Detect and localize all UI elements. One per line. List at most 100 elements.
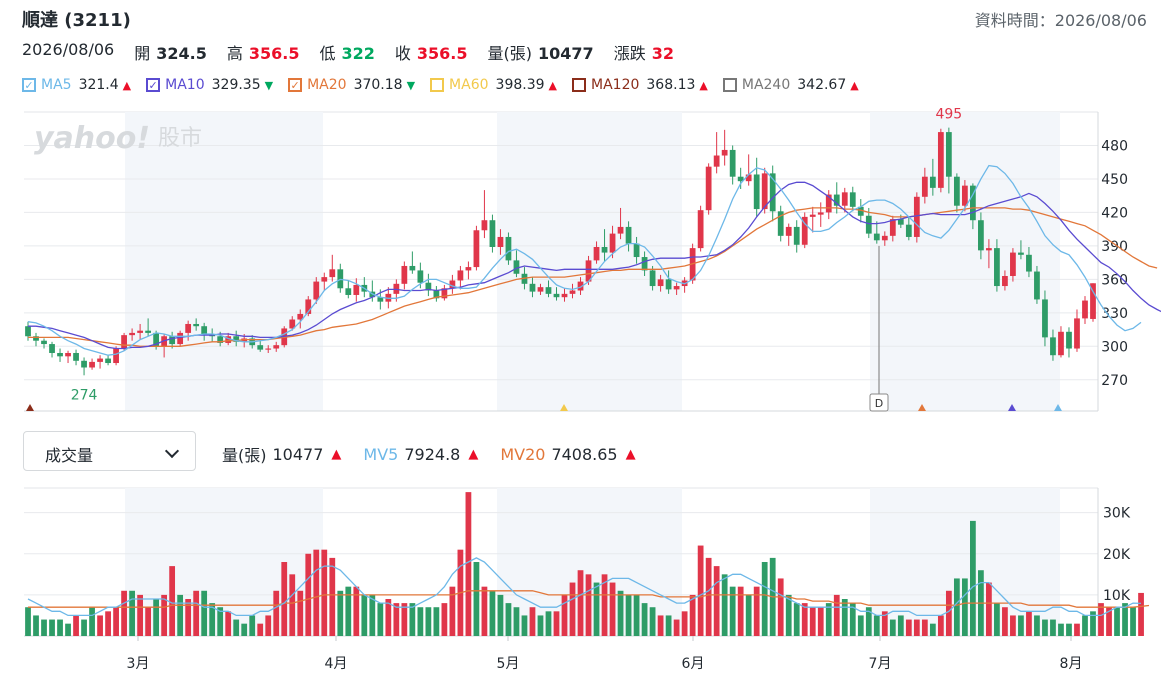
arrow-up-icon: ▲ <box>625 446 636 462</box>
volume-bar <box>785 594 792 636</box>
candlestick <box>777 205 784 242</box>
candlestick <box>497 229 504 255</box>
low-annotation: 274 <box>71 387 98 403</box>
candlestick <box>609 225 616 259</box>
volume-bar <box>441 603 448 636</box>
arrow-up-icon: ▲ <box>331 446 342 462</box>
candlestick <box>1002 270 1008 291</box>
volume-bar <box>25 607 31 636</box>
volume-bar <box>425 607 432 636</box>
candlestick <box>313 277 320 304</box>
volume-bar <box>585 574 592 636</box>
arrow-down-icon: ▼ <box>406 78 416 92</box>
volume-bar <box>33 615 39 636</box>
quote-change: 漲跌 32 <box>613 44 674 63</box>
volume-bar <box>553 611 560 636</box>
volume-bar <box>721 574 728 636</box>
y-tick-label: 20K <box>1103 547 1131 563</box>
quote-high: 高 356.5 <box>226 44 300 63</box>
volume-bar <box>657 615 664 636</box>
volume-bar <box>537 615 544 636</box>
volume-chart[interactable]: 10K 20K 30K 3月 4月 5月 6月 7月 8月 <box>0 484 1161 682</box>
y-tick-label: 300 <box>1101 339 1128 355</box>
volume-bar <box>817 607 824 636</box>
candlestick <box>641 251 648 277</box>
candlestick <box>177 330 184 347</box>
volume-bar <box>361 594 368 636</box>
ma-toggle-ma60[interactable]: MA60 398.39 ▲ <box>430 77 557 93</box>
volume-bar <box>73 615 79 636</box>
candlestick <box>657 274 664 292</box>
y-tick-label: 30K <box>1103 506 1131 522</box>
ma5-line <box>27 164 1142 356</box>
volume-bar <box>465 492 472 636</box>
ma-toggle-ma120[interactable]: MA120 368.13 ▲ <box>572 77 708 93</box>
volume-bar <box>849 603 856 636</box>
dividend-marker[interactable]: D <box>869 393 889 412</box>
candlestick <box>129 328 135 341</box>
volume-bar <box>1010 615 1016 636</box>
volume-bar <box>257 623 264 636</box>
candlestick <box>585 255 592 285</box>
y-tick-label: 450 <box>1101 172 1128 188</box>
volume-bar <box>889 619 896 636</box>
candlestick <box>1066 327 1072 358</box>
y-tick-label: 360 <box>1101 272 1128 288</box>
candlestick <box>561 288 568 302</box>
candlestick <box>409 251 416 274</box>
candlestick <box>1026 246 1032 278</box>
volume-bar <box>241 623 248 636</box>
volume-bar <box>169 566 176 636</box>
signal-triangle-icon <box>26 404 34 411</box>
candlestick <box>577 277 584 295</box>
volume-bar <box>577 570 584 636</box>
volume-bar <box>913 619 920 636</box>
candlestick <box>321 272 328 291</box>
volume-bar <box>345 586 352 636</box>
candlestick <box>841 187 848 213</box>
candlestick <box>145 318 151 337</box>
volume-bar <box>986 582 992 636</box>
candlestick <box>193 318 200 331</box>
candlestick <box>809 206 816 233</box>
candlestick <box>745 154 752 186</box>
candlestick <box>625 221 632 252</box>
volume-bar <box>857 615 864 636</box>
quote-open: 開 324.5 <box>134 44 207 63</box>
volume-bar <box>105 611 111 636</box>
checkbox-checked-icon: ✓ <box>22 78 36 92</box>
candlestick <box>33 332 39 347</box>
candlestick <box>1082 296 1088 324</box>
ma-value: 398.39 <box>495 77 545 93</box>
volume-indicator-select[interactable]: 成交量 <box>23 431 196 471</box>
price-chart[interactable]: 270 300 330 360 390 420 450 480 yahoo! 股市 495 274 D <box>0 108 1161 416</box>
candlestick <box>345 280 352 299</box>
volume-bar <box>929 623 936 636</box>
x-month-label: 5月 <box>497 656 520 672</box>
ma-toggle-ma20[interactable]: ✓ MA20 370.18 ▼ <box>288 77 415 93</box>
volume-bar <box>1018 615 1024 636</box>
volume-bar <box>65 623 71 636</box>
candlestick <box>713 132 720 174</box>
candlestick <box>49 341 55 358</box>
checkbox-empty-icon <box>572 78 586 92</box>
volume-bar <box>401 603 408 636</box>
x-month-label: 6月 <box>682 656 705 672</box>
candlestick <box>73 349 79 366</box>
candlestick <box>185 320 192 341</box>
volume-bar <box>1122 603 1128 636</box>
x-month-label: 8月 <box>1060 656 1083 672</box>
candlestick <box>873 221 880 244</box>
candlestick <box>81 357 87 376</box>
volume-bar <box>697 545 704 636</box>
ma-toggle-ma10[interactable]: ✓ MA10 329.35 ▼ <box>146 77 273 93</box>
y-tick-label: 10K <box>1103 588 1131 604</box>
volume-bar <box>489 590 496 636</box>
candlestick <box>729 145 736 185</box>
ma-toggle-ma5[interactable]: ✓ MA5 321.4 ▲ <box>22 77 131 93</box>
candlestick <box>825 190 832 220</box>
ma20-line <box>28 207 1158 347</box>
volume-bar <box>569 582 576 636</box>
signal-triangle-icon <box>560 404 568 411</box>
ma-toggle-ma240[interactable]: MA240 342.67 ▲ <box>722 77 859 93</box>
